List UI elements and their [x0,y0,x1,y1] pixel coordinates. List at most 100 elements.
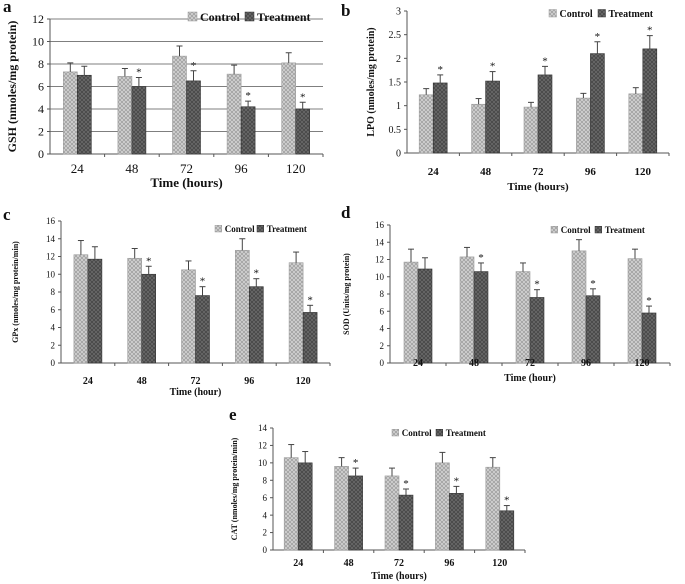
bar-control-96 [235,249,250,364]
x-axis-title: Time (hours) [507,181,569,193]
y-tick-label: 14 [375,237,385,247]
x-category-label: 96 [444,558,454,569]
bar-control-24 [403,261,419,364]
legend-swatch-treatment [256,225,264,233]
significance-mark: * [454,475,460,487]
significance-mark: * [490,61,496,73]
panel-letter: d [341,203,351,222]
bar-treatment-96 [590,53,605,154]
bar-treatment-120 [641,312,657,364]
x-category-label: 96 [244,376,254,387]
legend-swatch-control [187,11,198,22]
legend: Control Treatment [187,10,311,24]
significance-mark: * [200,276,206,288]
legend: Control Treatment [550,225,645,235]
legend-label-treatment: Treatment [446,428,486,438]
legend-label-treatment: Treatment [257,10,311,24]
bar-control-96 [435,462,450,551]
significance-mark: * [646,295,652,307]
significance-mark: * [437,64,443,76]
legend-swatch-control [548,9,557,18]
bar-control-120 [485,466,501,551]
legend-label-control: Control [402,428,432,438]
y-tick-label: 10 [46,269,56,279]
y-axis-title: GSH (nmoles/mg protein) [5,21,19,153]
y-tick-label: 0.5 [389,125,402,136]
x-category-label: 96 [581,358,591,369]
x-category-label: 48 [469,358,479,369]
significance-mark: * [595,31,601,43]
y-tick-label: 6 [263,493,268,503]
x-category-label: 96 [235,161,249,176]
bar-control-48 [459,256,475,364]
y-tick-label: 4 [51,323,56,333]
panel-letter: b [341,1,350,20]
significance-mark: * [307,294,313,306]
significance-mark: * [146,255,152,267]
y-tick-label: 2.5 [389,30,402,41]
y-tick-label: 2 [38,125,44,139]
x-category-label: 120 [635,166,652,178]
y-axis-title: CAT (nmoles/mg protein/min) [230,437,239,540]
x-axis-title: Time (hour) [504,373,556,384]
y-tick-label: 1.5 [389,78,402,89]
y-tick-label: 6 [380,306,385,316]
bar-control-96 [226,73,242,155]
significance-mark: * [647,25,653,37]
bar-control-72 [523,106,539,154]
y-tick-label: 2 [380,341,385,351]
x-category-label: 72 [525,358,535,369]
x-category-label: 72 [533,166,545,178]
significance-mark: * [504,495,510,507]
y-tick-label: 2 [396,54,401,65]
significance-mark: * [542,55,548,67]
legend-swatch-treatment [594,226,602,234]
bar-treatment-72 [529,297,545,364]
legend-swatch-control [550,226,558,234]
bar-control-72 [181,269,196,364]
y-tick-label: 12 [375,255,384,265]
significance-mark: * [136,67,142,79]
y-tick-label: 10 [258,458,268,468]
legend-swatch-treatment [435,429,443,437]
significance-mark: * [353,457,359,469]
y-tick-label: 0 [396,149,401,160]
x-axis-title: Time (hours) [150,175,222,190]
bar-control-48 [127,257,142,364]
y-tick-label: 2 [263,528,268,538]
bar-treatment-120 [499,510,515,551]
y-tick-label: 6 [51,305,56,315]
x-category-label: 48 [137,376,147,387]
legend: Control Treatment [391,428,486,438]
x-category-label: 120 [286,161,306,176]
x-category-label: 120 [635,358,650,369]
panel-letter: c [3,205,11,224]
bar-control-48 [334,466,349,551]
bar-treatment-120 [642,48,658,154]
x-category-label: 24 [83,376,93,387]
legend-label-control: Control [560,9,593,20]
y-tick-label: 4 [263,510,268,520]
y-tick-label: 10 [32,35,44,49]
y-tick-label: 0 [263,545,268,555]
y-tick-label: 1 [396,101,401,112]
legend-swatch-treatment [244,11,255,22]
legend: Control Treatment [548,9,654,20]
bar-treatment-96 [249,286,264,364]
legend-swatch-control [214,225,222,233]
y-tick-label: 14 [258,423,268,433]
x-category-label: 72 [191,376,201,387]
significance-mark: * [245,90,251,102]
bar-treatment-48 [473,271,489,364]
y-tick-label: 12 [32,12,44,26]
bar-treatment-96 [240,106,256,155]
chart-panel-b: b 0 0.5 1 1.5 2 2.5 3 * 24 * 48 * 72 * 96 * 120 Time (hour… [341,1,670,193]
bar-control-120 [288,262,304,364]
bar-treatment-48 [485,80,500,154]
bar-control-96 [571,250,587,364]
panel-letter: e [229,405,237,424]
